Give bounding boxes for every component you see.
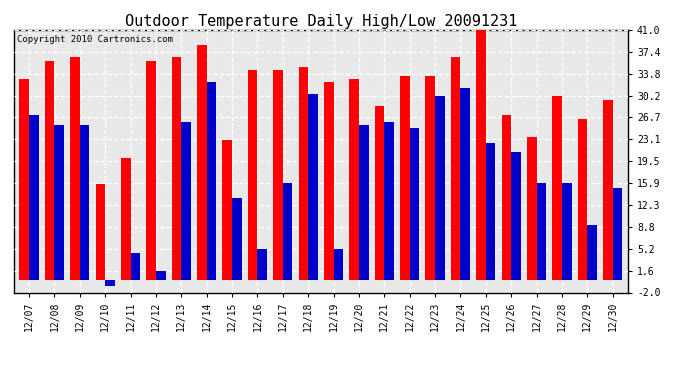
Bar xyxy=(283,183,293,280)
Bar xyxy=(511,152,521,280)
Bar xyxy=(333,249,343,280)
Bar xyxy=(80,124,90,280)
Bar xyxy=(207,82,216,280)
Bar xyxy=(613,188,622,280)
Bar xyxy=(130,253,140,280)
Bar xyxy=(232,198,241,280)
Bar xyxy=(562,183,571,280)
Bar xyxy=(70,57,80,280)
Bar xyxy=(359,124,368,280)
Bar xyxy=(502,116,511,280)
Bar xyxy=(257,249,267,280)
Bar xyxy=(410,128,420,280)
Bar xyxy=(29,116,39,280)
Bar xyxy=(105,280,115,286)
Bar xyxy=(222,140,232,280)
Bar xyxy=(146,60,156,280)
Bar xyxy=(308,94,318,280)
Bar xyxy=(45,60,55,280)
Bar xyxy=(197,45,207,280)
Bar xyxy=(578,118,587,280)
Bar xyxy=(19,79,29,280)
Bar xyxy=(156,271,166,280)
Bar xyxy=(375,106,384,280)
Bar xyxy=(426,76,435,280)
Bar xyxy=(299,67,308,280)
Bar xyxy=(95,184,105,280)
Bar xyxy=(349,79,359,280)
Bar xyxy=(603,100,613,280)
Bar xyxy=(248,70,257,280)
Bar xyxy=(527,137,537,280)
Bar xyxy=(324,82,333,280)
Bar xyxy=(55,124,64,280)
Bar xyxy=(537,183,546,280)
Bar xyxy=(552,96,562,280)
Bar xyxy=(273,70,283,280)
Bar xyxy=(460,88,470,280)
Bar xyxy=(451,57,460,280)
Text: Copyright 2010 Cartronics.com: Copyright 2010 Cartronics.com xyxy=(17,35,172,44)
Title: Outdoor Temperature Daily High/Low 20091231: Outdoor Temperature Daily High/Low 20091… xyxy=(125,14,517,29)
Bar xyxy=(476,30,486,280)
Bar xyxy=(181,122,191,280)
Bar xyxy=(486,143,495,280)
Bar xyxy=(121,158,130,280)
Bar xyxy=(172,57,181,280)
Bar xyxy=(435,96,444,280)
Bar xyxy=(587,225,597,280)
Bar xyxy=(384,122,394,280)
Bar xyxy=(400,76,410,280)
